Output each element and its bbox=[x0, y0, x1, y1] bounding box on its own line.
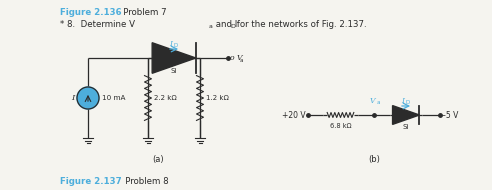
Text: Si: Si bbox=[403, 124, 409, 130]
Text: Problem 7: Problem 7 bbox=[115, 8, 167, 17]
Text: 6.8 kΩ: 6.8 kΩ bbox=[330, 123, 351, 129]
Text: (a): (a) bbox=[152, 155, 164, 164]
Text: a: a bbox=[209, 24, 213, 28]
Polygon shape bbox=[393, 106, 420, 124]
Text: I: I bbox=[169, 40, 172, 48]
Text: 2.2 kΩ: 2.2 kΩ bbox=[154, 95, 177, 101]
Text: 1.2 kΩ: 1.2 kΩ bbox=[206, 95, 229, 101]
Text: D: D bbox=[230, 24, 235, 28]
Text: D: D bbox=[174, 43, 178, 48]
Text: (b): (b) bbox=[368, 155, 380, 164]
Text: Si: Si bbox=[171, 68, 177, 74]
Text: +20 V: +20 V bbox=[282, 111, 306, 120]
Text: Problem 8: Problem 8 bbox=[117, 177, 169, 186]
Text: I: I bbox=[71, 94, 74, 102]
Text: and I: and I bbox=[213, 20, 237, 29]
Text: 10 mA: 10 mA bbox=[102, 95, 125, 101]
Text: for the networks of Fig. 2.137.: for the networks of Fig. 2.137. bbox=[234, 20, 367, 29]
Text: Figure 2.137: Figure 2.137 bbox=[60, 177, 122, 186]
Polygon shape bbox=[152, 43, 196, 73]
Circle shape bbox=[77, 87, 99, 109]
Text: –5 V: –5 V bbox=[442, 111, 459, 120]
Text: Figure 2.136: Figure 2.136 bbox=[60, 8, 122, 17]
Text: D: D bbox=[406, 100, 410, 105]
Text: * 8.  Determine V: * 8. Determine V bbox=[60, 20, 135, 29]
Text: a: a bbox=[377, 100, 380, 105]
Text: I: I bbox=[401, 97, 404, 105]
Text: V: V bbox=[369, 97, 375, 105]
Text: o V: o V bbox=[230, 54, 243, 62]
Text: a: a bbox=[240, 58, 244, 63]
